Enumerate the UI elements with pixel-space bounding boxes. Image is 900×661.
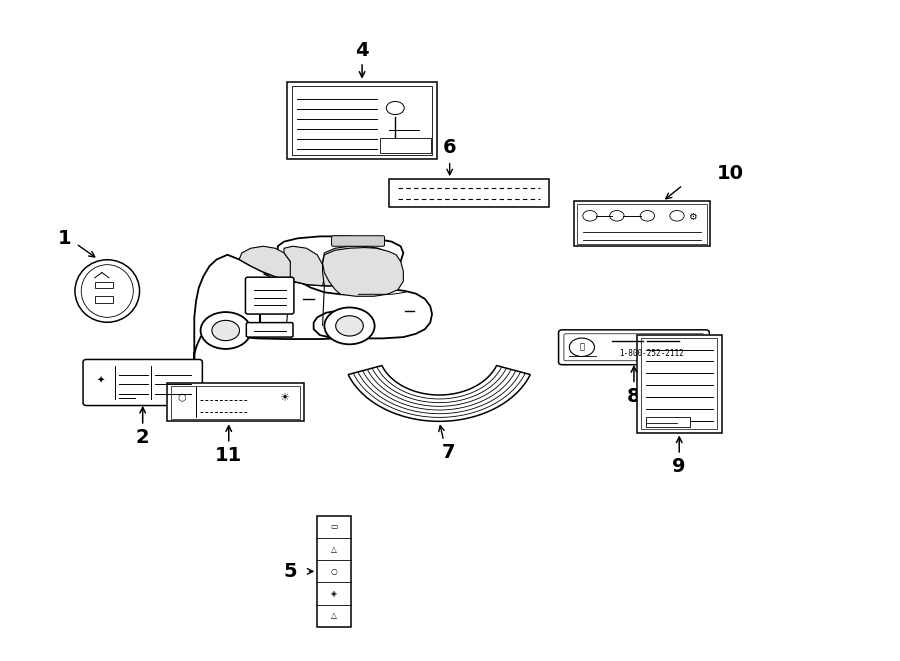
Circle shape xyxy=(570,338,595,356)
Circle shape xyxy=(640,211,654,221)
Text: 11: 11 xyxy=(215,446,242,465)
Polygon shape xyxy=(194,237,432,360)
FancyBboxPatch shape xyxy=(292,86,432,155)
Polygon shape xyxy=(284,247,324,286)
Text: ⚙: ⚙ xyxy=(688,212,697,222)
Circle shape xyxy=(386,101,404,114)
FancyBboxPatch shape xyxy=(645,416,690,427)
Text: △: △ xyxy=(331,611,338,620)
FancyBboxPatch shape xyxy=(389,179,549,207)
FancyBboxPatch shape xyxy=(559,330,709,365)
Ellipse shape xyxy=(81,264,133,317)
Text: 9: 9 xyxy=(672,457,686,477)
FancyBboxPatch shape xyxy=(94,282,112,288)
Text: 7: 7 xyxy=(442,444,455,463)
Polygon shape xyxy=(322,248,403,296)
FancyBboxPatch shape xyxy=(636,335,722,432)
FancyBboxPatch shape xyxy=(564,334,704,361)
FancyBboxPatch shape xyxy=(578,204,707,244)
Circle shape xyxy=(583,211,597,221)
Polygon shape xyxy=(322,247,396,286)
Text: 6: 6 xyxy=(443,138,456,157)
Polygon shape xyxy=(239,247,293,280)
Text: 10: 10 xyxy=(716,165,743,183)
Polygon shape xyxy=(348,366,530,421)
Circle shape xyxy=(336,316,364,336)
FancyBboxPatch shape xyxy=(94,296,112,303)
FancyBboxPatch shape xyxy=(641,338,717,429)
Text: 8: 8 xyxy=(627,387,641,406)
Text: ☀: ☀ xyxy=(279,393,289,403)
Text: ○: ○ xyxy=(331,567,338,576)
Text: 3: 3 xyxy=(307,258,320,278)
FancyBboxPatch shape xyxy=(247,323,293,337)
Circle shape xyxy=(324,307,374,344)
FancyBboxPatch shape xyxy=(287,82,437,159)
FancyBboxPatch shape xyxy=(380,138,431,153)
Text: 2: 2 xyxy=(136,428,149,447)
FancyBboxPatch shape xyxy=(331,236,384,247)
Text: △: △ xyxy=(331,545,338,554)
FancyBboxPatch shape xyxy=(246,277,294,314)
FancyBboxPatch shape xyxy=(167,383,304,421)
FancyBboxPatch shape xyxy=(574,202,710,247)
Circle shape xyxy=(201,312,251,349)
Ellipse shape xyxy=(75,260,140,323)
Circle shape xyxy=(212,321,239,340)
Text: ◈: ◈ xyxy=(331,589,338,598)
Text: ⬡: ⬡ xyxy=(177,393,186,403)
FancyBboxPatch shape xyxy=(317,516,351,627)
FancyBboxPatch shape xyxy=(83,360,202,406)
Circle shape xyxy=(609,211,624,221)
Text: 4: 4 xyxy=(356,40,369,59)
Text: ✦: ✦ xyxy=(97,375,105,385)
Circle shape xyxy=(670,211,684,221)
Text: 1-800-252-2112: 1-800-252-2112 xyxy=(619,349,684,358)
Text: ▭: ▭ xyxy=(330,523,338,531)
Text: ᗑ: ᗑ xyxy=(580,343,584,352)
Text: 1: 1 xyxy=(58,229,71,248)
Text: 5: 5 xyxy=(284,562,297,581)
FancyBboxPatch shape xyxy=(171,386,301,418)
